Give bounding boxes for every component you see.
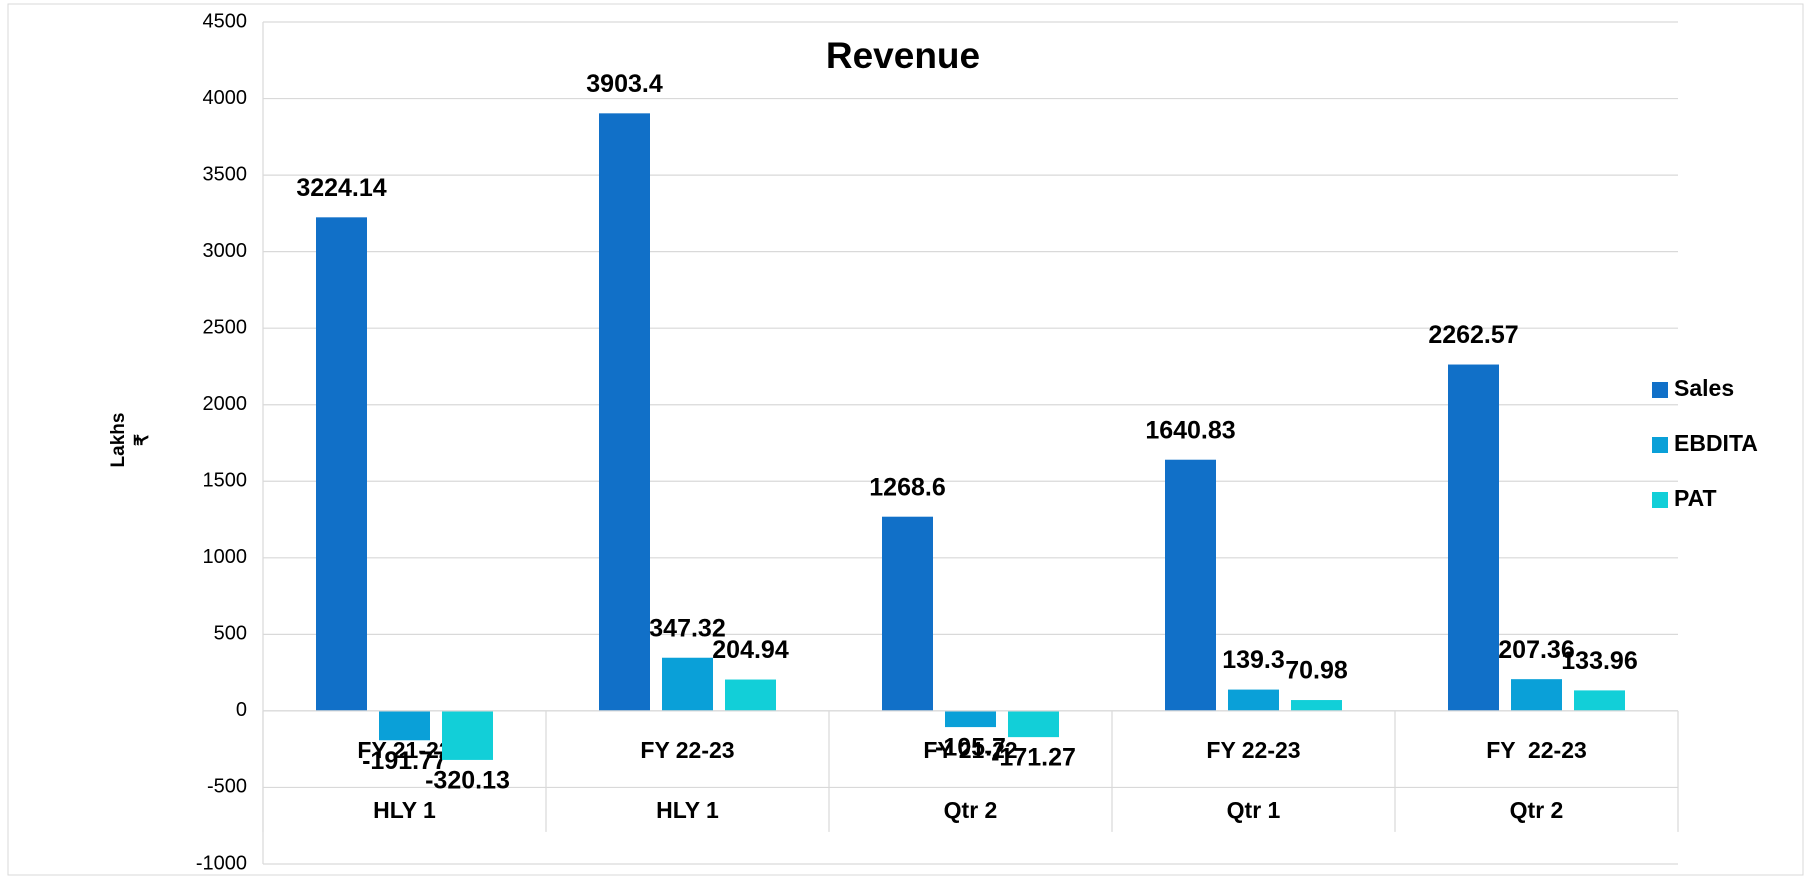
bar <box>442 710 493 760</box>
x-group-label: Qtr 1 <box>1227 797 1281 823</box>
legend-label: EBDITA <box>1674 430 1758 456</box>
y-axis-label: Lakhs <box>108 413 129 468</box>
bar <box>379 710 430 741</box>
x-tick-label: FY 22-23 <box>1486 737 1587 763</box>
bar <box>1228 689 1279 711</box>
data-label: 1268.6 <box>869 473 945 501</box>
y-axis-unit: ₹ <box>132 434 153 446</box>
bar <box>1291 700 1342 711</box>
legend-swatch <box>1652 437 1668 453</box>
y-tick-label: -500 <box>207 776 247 798</box>
legend-label: PAT <box>1674 485 1717 511</box>
legend-swatch <box>1652 382 1668 398</box>
x-group-label: Qtr 2 <box>944 797 998 823</box>
data-label: 133.96 <box>1561 647 1637 675</box>
data-label: 204.94 <box>712 636 789 664</box>
x-group-label: HLY 1 <box>373 797 436 823</box>
x-group-label: HLY 1 <box>656 797 719 823</box>
bar <box>1511 679 1562 711</box>
y-tick-label: 4000 <box>203 87 248 109</box>
data-label: 347.32 <box>649 614 725 642</box>
x-tick-label: FY 22-23 <box>640 737 734 763</box>
data-label: -191.77 <box>362 747 447 775</box>
bar <box>725 679 776 711</box>
y-tick-label: 2500 <box>203 316 248 338</box>
x-tick-label: FY 21-22 <box>923 737 1017 763</box>
data-label: -105.7 <box>935 734 1006 762</box>
legend-label: Sales <box>1674 375 1734 401</box>
chart-frame <box>7 3 1804 876</box>
bar <box>662 657 713 711</box>
bar <box>1008 710 1059 738</box>
y-tick-label: 3000 <box>203 240 248 262</box>
y-tick-label: 0 <box>236 699 247 721</box>
x-tick-label: FY 22-23 <box>1206 737 1300 763</box>
data-label: 3224.14 <box>296 174 386 202</box>
y-tick-label: 3500 <box>203 163 248 185</box>
x-group-label: Qtr 2 <box>1510 797 1564 823</box>
bar <box>945 710 996 728</box>
x-tick-label: FY 21-22 <box>357 737 451 763</box>
y-tick-label: 1000 <box>203 546 248 568</box>
bar <box>599 113 650 711</box>
y-tick-label: 2000 <box>203 393 248 415</box>
data-label: 207.36 <box>1498 636 1574 664</box>
y-tick-label: 1500 <box>203 470 248 492</box>
bar <box>1574 690 1625 711</box>
y-tick-label: 4500 <box>203 10 248 32</box>
y-tick-label: -1000 <box>196 852 247 874</box>
bar <box>882 516 933 711</box>
data-label: 70.98 <box>1285 657 1348 685</box>
data-label: 139.3 <box>1222 646 1285 674</box>
bar <box>1448 364 1499 711</box>
bar <box>1165 459 1216 711</box>
data-label: 2262.57 <box>1428 321 1518 349</box>
data-label: -320.13 <box>425 767 510 795</box>
data-label: 3903.4 <box>586 70 663 98</box>
y-tick-label: 500 <box>214 623 247 645</box>
chart-title: Revenue <box>826 35 980 76</box>
data-label: -171.27 <box>991 744 1076 772</box>
bar <box>316 217 367 711</box>
legend-swatch <box>1652 492 1668 508</box>
data-label: 1640.83 <box>1145 416 1235 444</box>
